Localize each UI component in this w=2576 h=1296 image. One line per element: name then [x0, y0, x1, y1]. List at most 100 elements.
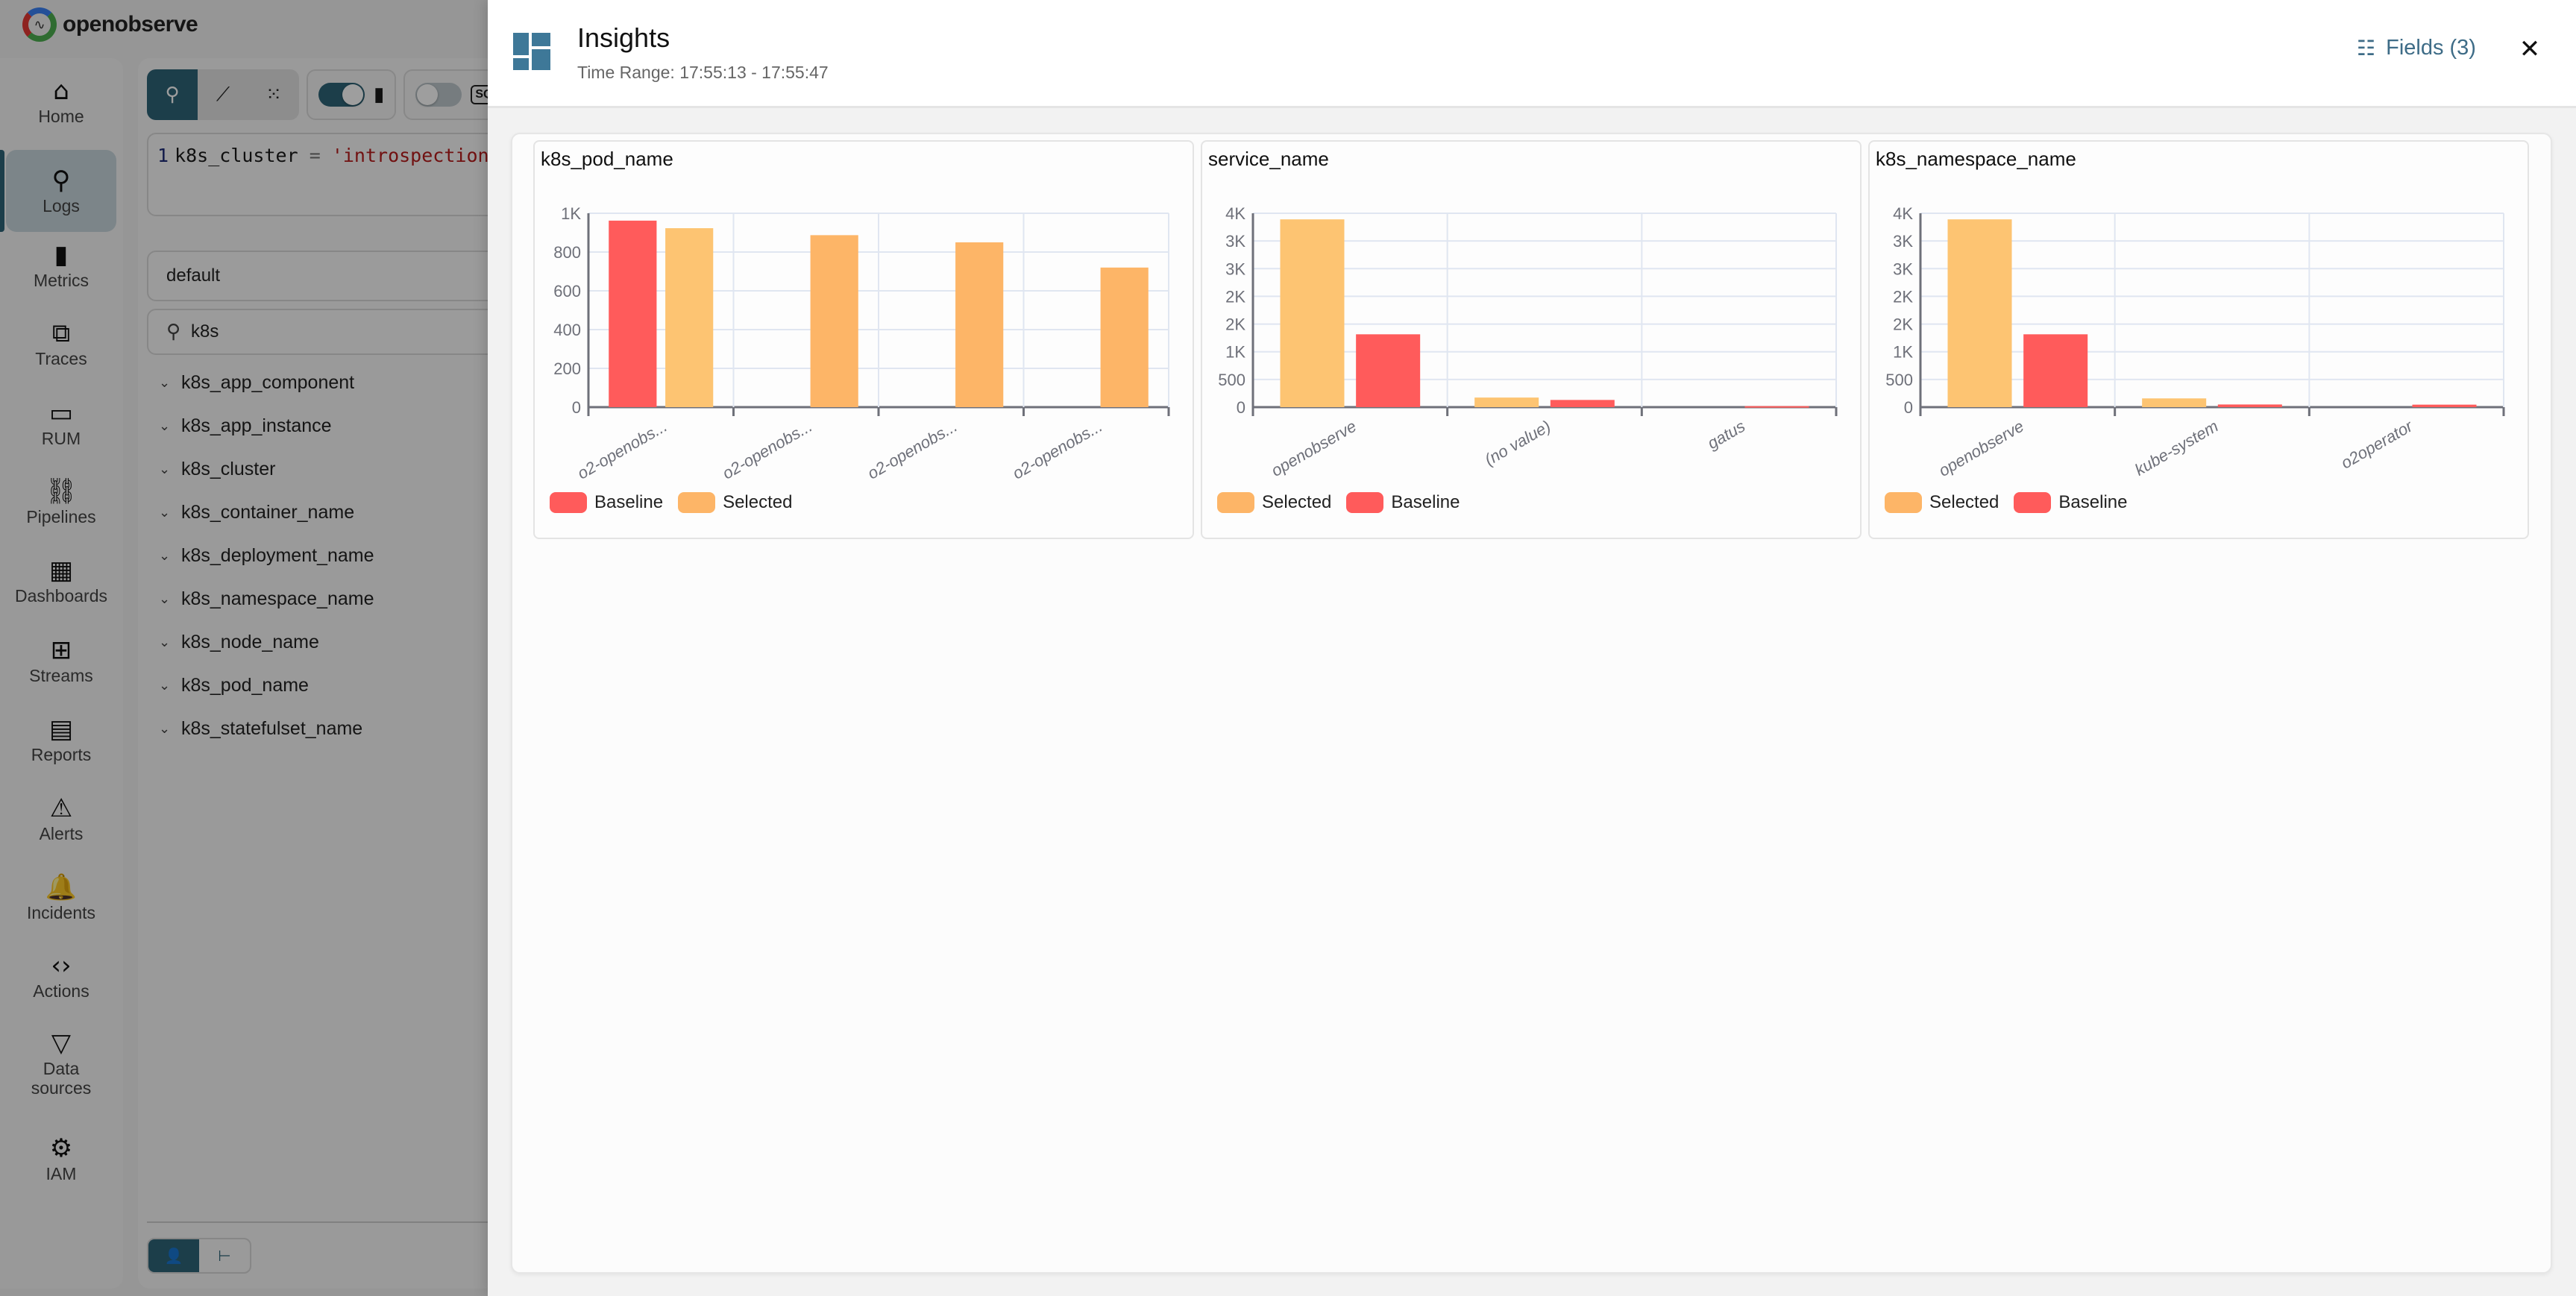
- sidebar-item-rum[interactable]: ▭ RUM: [6, 386, 116, 461]
- patterns-mode-button[interactable]: ⁙: [248, 69, 299, 120]
- legend-item-selected[interactable]: Selected: [1885, 492, 1999, 513]
- bar-selected[interactable]: [1947, 219, 2012, 407]
- bar-baseline[interactable]: [1550, 400, 1615, 407]
- bar-selected[interactable]: [1100, 267, 1149, 407]
- bar-baseline[interactable]: [1744, 406, 1809, 408]
- bar-baseline[interactable]: [609, 220, 657, 407]
- bar-selected[interactable]: [665, 228, 714, 407]
- sidebar-item-label: Streams: [29, 666, 93, 685]
- histogram-toggle-group: ▮: [307, 69, 397, 120]
- bar-selected[interactable]: [810, 235, 858, 407]
- patterns-icon: ⁙: [266, 84, 282, 106]
- sidebar-item-logs[interactable]: ⚲ Logs: [0, 150, 116, 232]
- sidebar-item-label: Home: [38, 107, 84, 126]
- chevron-down-icon[interactable]: ⌄: [159, 461, 171, 477]
- sidebar-item-pipelines[interactable]: ⛓ Pipelines: [6, 465, 116, 539]
- stream-select[interactable]: default: [147, 251, 497, 301]
- all-fields-button[interactable]: ⊢: [199, 1239, 250, 1272]
- sidebar-item-label: Logs: [43, 196, 80, 216]
- field-list-item[interactable]: ⌄ k8s_container_name: [153, 491, 496, 534]
- trend-mode-button[interactable]: ⟋: [198, 69, 248, 120]
- bar-selected[interactable]: [1280, 219, 1345, 407]
- field-list-item[interactable]: ⌄ k8s_statefulset_name: [153, 707, 496, 750]
- chevron-down-icon[interactable]: ⌄: [159, 591, 171, 607]
- sql-mode-toggle[interactable]: [415, 83, 462, 107]
- dashboard-icon: ▦: [48, 556, 74, 585]
- sidebar-item-alerts[interactable]: ⚠ Alerts: [6, 781, 116, 856]
- legend-item-baseline[interactable]: Baseline: [1346, 492, 1460, 513]
- sidebar-item-iam[interactable]: ⚙ IAM: [6, 1122, 116, 1196]
- chevron-down-icon[interactable]: ⌄: [159, 504, 171, 520]
- bar-selected[interactable]: [955, 242, 1004, 407]
- field-search-input[interactable]: ⚲ k8s: [147, 309, 497, 355]
- chevron-down-icon[interactable]: ⌄: [159, 374, 171, 391]
- chart-title: k8s_pod_name: [541, 148, 673, 170]
- chevron-down-icon[interactable]: ⌄: [159, 677, 171, 693]
- search-icon: ⚲: [165, 84, 180, 106]
- user-gear-icon: ⚙: [49, 1133, 73, 1163]
- sidebar-item-label: Alerts: [39, 824, 84, 843]
- logo-icon: ∿: [22, 7, 57, 42]
- legend-label: Selected: [1929, 492, 1999, 512]
- field-list-item[interactable]: ⌄ k8s_deployment_name: [153, 534, 496, 577]
- y-tick-label: 2K: [1225, 287, 1245, 306]
- field-list-item[interactable]: ⌄ k8s_cluster: [153, 447, 496, 491]
- document-icon: ▤: [48, 714, 74, 744]
- y-tick-label: 500: [1218, 371, 1245, 389]
- chevron-down-icon[interactable]: ⌄: [159, 720, 171, 737]
- chart-title: service_name: [1208, 148, 1329, 170]
- sidebar-item-metrics[interactable]: ▮ Metrics: [6, 228, 116, 303]
- bar-baseline[interactable]: [2023, 334, 2088, 407]
- bar-baseline[interactable]: [2217, 404, 2282, 407]
- legend-swatch: [2014, 492, 2052, 513]
- sidebar-item-dashboards[interactable]: ▦ Dashboards: [6, 544, 116, 618]
- field-list-item[interactable]: ⌄ k8s_app_component: [153, 361, 496, 404]
- y-tick-label: 0: [1237, 398, 1245, 417]
- sidebar-item-data-sources[interactable]: ▽ Data sources: [6, 1015, 116, 1112]
- bar-selected[interactable]: [2142, 398, 2207, 407]
- close-button[interactable]: ✕: [2513, 33, 2546, 66]
- user-fields-button[interactable]: 👤: [148, 1239, 199, 1272]
- sidebar-item-label: Data sources: [31, 1059, 92, 1098]
- code-icon: ‹›: [51, 951, 72, 981]
- y-tick-label: 600: [553, 282, 581, 301]
- field-list-item[interactable]: ⌄ k8s_app_instance: [153, 404, 496, 447]
- chevron-down-icon[interactable]: ⌄: [159, 547, 171, 564]
- query-editor[interactable]: 1 k8s_cluster = 'introspection': [147, 133, 497, 216]
- search-icon: ⚲: [166, 321, 181, 343]
- chart-legend: Baseline Selected: [550, 492, 792, 513]
- sidebar-item-streams[interactable]: ⊞ Streams: [6, 623, 116, 698]
- histogram-toggle[interactable]: [318, 83, 365, 107]
- search-mode-button[interactable]: ⚲: [147, 69, 198, 120]
- x-tick-label: o2operator: [2338, 416, 2417, 473]
- trend-icon: ⟋: [216, 83, 230, 106]
- sidebar-item-home[interactable]: ⌂ Home: [6, 64, 116, 139]
- bar-chart: 0 200 400 600 800 1K o2-openobs... o2-openobs..…: [553, 204, 1170, 483]
- y-tick-label: 1K: [1225, 343, 1245, 362]
- sidebar-item-incidents[interactable]: 🔔 Incidents: [6, 861, 116, 935]
- legend-item-baseline[interactable]: Baseline: [2014, 492, 2127, 513]
- chevron-down-icon[interactable]: ⌄: [159, 634, 171, 650]
- query-operator: =: [309, 145, 321, 166]
- field-list-item[interactable]: ⌄ k8s_pod_name: [153, 664, 496, 707]
- chevron-down-icon[interactable]: ⌄: [159, 418, 171, 434]
- field-list-item[interactable]: ⌄ k8s_node_name: [153, 620, 496, 664]
- sidebar-item-traces[interactable]: ⧉ Traces: [6, 306, 116, 381]
- fields-button[interactable]: ☷ Fields (3): [2357, 36, 2476, 60]
- y-tick-label: 4K: [1225, 204, 1245, 223]
- legend-swatch: [1885, 492, 1922, 513]
- legend-item-selected[interactable]: Selected: [678, 492, 792, 513]
- histogram-icon: ▮: [374, 84, 385, 106]
- legend-item-baseline[interactable]: Baseline: [550, 492, 663, 513]
- legend-item-selected[interactable]: Selected: [1217, 492, 1331, 513]
- sidebar-item-label: Actions: [33, 981, 89, 1001]
- sidebar-item-actions[interactable]: ‹› Actions: [6, 939, 116, 1013]
- bar-baseline[interactable]: [2412, 404, 2477, 407]
- x-tick-label: openobserve: [1935, 417, 2027, 480]
- line-number: 1: [157, 145, 169, 166]
- sidebar-item-reports[interactable]: ▤ Reports: [6, 702, 116, 777]
- top-bar: ∿ openobserve: [0, 0, 488, 49]
- field-list-item[interactable]: ⌄ k8s_namespace_name: [153, 577, 496, 620]
- bar-baseline[interactable]: [1356, 334, 1421, 407]
- bar-selected[interactable]: [1474, 397, 1539, 407]
